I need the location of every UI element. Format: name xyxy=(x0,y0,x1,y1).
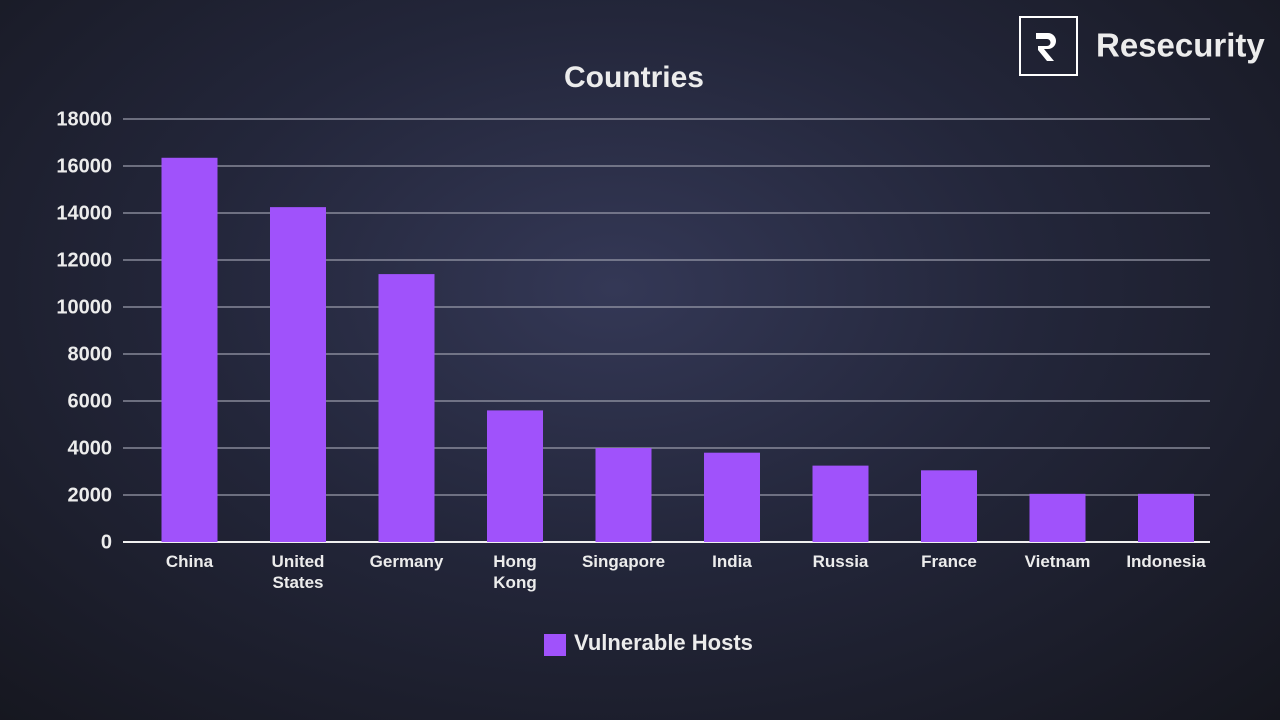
legend-label: Vulnerable Hosts xyxy=(574,630,753,655)
x-tick-label: Germany xyxy=(369,552,444,571)
bar xyxy=(1138,493,1194,542)
brand-name: Resecurity xyxy=(1096,27,1265,64)
y-tick-label: 12000 xyxy=(56,249,112,271)
x-tick-label: India xyxy=(712,552,752,571)
bar xyxy=(921,470,977,542)
x-tick-label: France xyxy=(921,552,977,571)
x-tick-label: Russia xyxy=(812,552,869,571)
bar xyxy=(161,157,218,542)
y-tick-label: 10000 xyxy=(56,296,112,318)
bar xyxy=(378,274,435,542)
logo-mark xyxy=(1036,33,1056,61)
y-tick-label: 2000 xyxy=(68,484,113,506)
logo-box xyxy=(1019,16,1078,76)
y-tick-label: 14000 xyxy=(56,202,112,224)
x-tick-label: United States xyxy=(271,552,325,592)
x-tick-label: Hong Kong xyxy=(493,552,537,592)
y-tick-label: 4000 xyxy=(68,437,113,459)
bar xyxy=(704,452,760,542)
x-tick-label: Singapore xyxy=(581,552,666,571)
bar xyxy=(812,465,869,542)
bar xyxy=(487,410,543,542)
y-tick-label: 6000 xyxy=(68,390,113,412)
chart-title: Countries xyxy=(564,61,704,94)
x-tick-label: Indonesia xyxy=(1126,552,1206,571)
y-tick-label: 8000 xyxy=(68,343,113,365)
x-tick-label: Vietnam xyxy=(1024,552,1091,571)
legend-swatch xyxy=(544,634,566,656)
bar xyxy=(270,207,326,542)
y-tick-label: 18000 xyxy=(56,108,112,130)
x-tick-label: China xyxy=(165,552,214,571)
bar xyxy=(595,448,652,542)
y-tick-label: 16000 xyxy=(56,155,112,177)
y-tick-label: 0 xyxy=(101,531,112,553)
bar xyxy=(1029,493,1086,542)
